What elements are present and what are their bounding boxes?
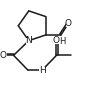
Bar: [39, 67, 45, 73]
Bar: [0, 52, 5, 58]
Text: H: H: [39, 66, 46, 75]
Bar: [54, 38, 59, 44]
Text: N: N: [25, 36, 32, 45]
Text: O: O: [65, 19, 72, 28]
Text: H: H: [59, 37, 65, 46]
Bar: [66, 21, 71, 27]
Text: O: O: [53, 36, 60, 45]
Text: O: O: [0, 51, 6, 60]
Bar: [26, 38, 31, 44]
